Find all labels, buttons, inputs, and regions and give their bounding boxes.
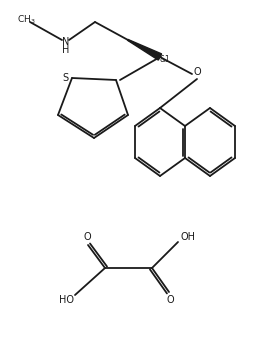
Text: S: S [62, 73, 68, 83]
Text: O: O [193, 67, 201, 77]
Text: N: N [62, 37, 70, 47]
Text: HO: HO [60, 295, 75, 305]
Polygon shape [128, 40, 162, 60]
Text: H: H [62, 45, 70, 55]
Text: O: O [166, 295, 174, 305]
Text: O: O [83, 232, 91, 242]
Text: OH: OH [180, 232, 196, 242]
Text: CH$_3$: CH$_3$ [17, 14, 35, 26]
Text: &1: &1 [160, 55, 170, 65]
